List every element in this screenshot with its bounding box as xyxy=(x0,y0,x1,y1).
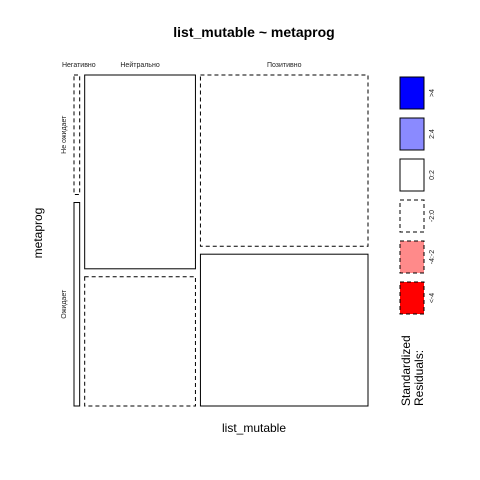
legend-title: StandardizedResiduals: xyxy=(399,335,426,406)
legend-swatch xyxy=(399,240,425,274)
mosaic-cell-позитивно-не-ожидает xyxy=(199,74,369,247)
x-category-labels: Негативно Нейтрально Позитивно xyxy=(62,61,302,69)
x-category-label: Позитивно xyxy=(267,62,302,69)
legend-swatch xyxy=(399,76,425,110)
y-category-label: Ожидает xyxy=(61,289,68,319)
y-axis-title: metaprog xyxy=(31,208,45,259)
mosaic-cell-позитивно-ожидает xyxy=(199,253,369,407)
legend-swatch xyxy=(399,158,425,192)
legend-label: -4:-2 xyxy=(429,250,436,265)
y-category-label: Не ожидает xyxy=(61,115,68,154)
x-category-label: Нейтрально xyxy=(120,61,159,69)
x-category-label: Негативно xyxy=(62,62,96,69)
chart-title: list_mutable ~ metaprog xyxy=(173,24,334,40)
legend-swatch xyxy=(399,117,425,151)
mosaic-cell-нейтрально-ожидает xyxy=(84,276,196,407)
mosaic-cell-нейтрально-не-ожидает xyxy=(84,74,196,270)
legend-label: <-4 xyxy=(429,293,436,303)
legend-swatch xyxy=(399,281,425,315)
legend-label: 2:4 xyxy=(429,129,436,139)
legend: >4 2:4 0:2 -2:0 -4:-2 <-4 xyxy=(399,76,436,315)
legend-swatch xyxy=(399,199,425,233)
legend-label: >4 xyxy=(429,89,436,97)
mosaic-cell-негативно-не-ожидает xyxy=(73,74,81,196)
mosaic-cells xyxy=(73,74,369,407)
mosaic-cell-негативно-ожидает xyxy=(73,202,81,407)
y-category-labels: Не ожидает Ожидает xyxy=(61,115,68,319)
x-axis-title: list_mutable xyxy=(222,421,286,435)
legend-label: 0:2 xyxy=(429,170,436,180)
legend-label: -2:0 xyxy=(429,210,436,222)
